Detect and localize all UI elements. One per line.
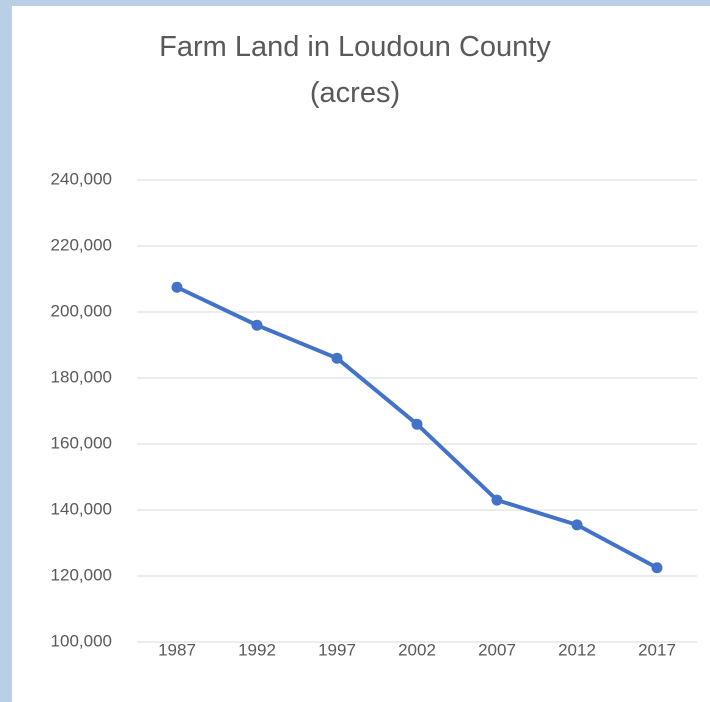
data-point: [251, 319, 263, 331]
y-tick-label: 180,000: [51, 367, 112, 386]
y-tick-label: 220,000: [51, 235, 112, 254]
x-tick-label: 2017: [638, 640, 676, 659]
chart-title: Farm Land in Loudoun County (acres): [159, 31, 551, 109]
y-tick-label: 100,000: [51, 631, 112, 650]
chart-panel: [12, 6, 710, 702]
x-tick-label: 1987: [158, 640, 196, 659]
data-point: [491, 494, 503, 506]
y-tick-label: 120,000: [51, 565, 112, 584]
x-tick-label: 1997: [318, 640, 356, 659]
x-tick-label: 2007: [478, 640, 516, 659]
y-tick-label: 200,000: [51, 301, 112, 320]
x-tick-label: 2012: [558, 640, 596, 659]
y-tick-label: 160,000: [51, 433, 112, 452]
x-tick-label: 2002: [398, 640, 436, 659]
data-point: [571, 519, 583, 531]
y-tick-label: 240,000: [51, 169, 112, 188]
data-point: [171, 281, 183, 293]
data-point: [411, 418, 423, 430]
y-tick-label: 140,000: [51, 499, 112, 518]
data-point: [651, 562, 663, 574]
data-point: [331, 352, 343, 364]
x-tick-label: 1992: [238, 640, 276, 659]
